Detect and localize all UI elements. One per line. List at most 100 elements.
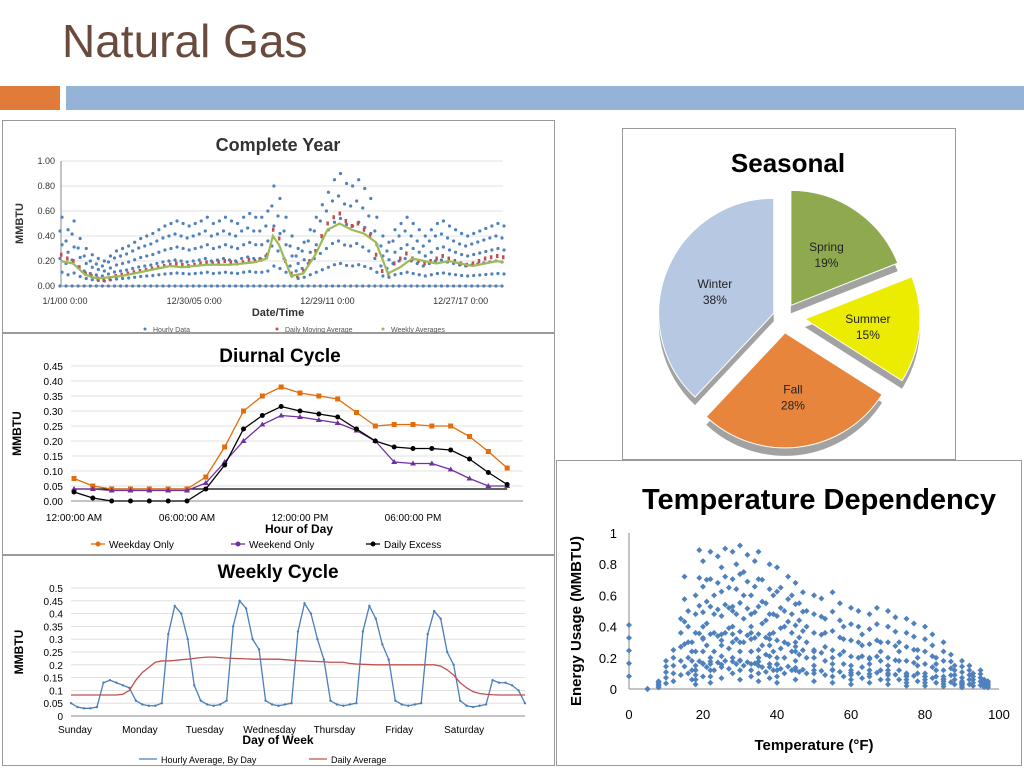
data-point bbox=[169, 271, 173, 276]
data-point bbox=[411, 271, 415, 276]
legend-label: Daily Excess bbox=[384, 540, 441, 551]
data-point bbox=[792, 643, 799, 650]
x-tick-label: Friday bbox=[385, 725, 413, 736]
data-point bbox=[270, 204, 274, 208]
data-point bbox=[58, 256, 62, 261]
data-point bbox=[144, 267, 148, 272]
data-point bbox=[922, 648, 928, 655]
data-point bbox=[885, 608, 891, 614]
data-point bbox=[294, 269, 298, 273]
data-point bbox=[247, 257, 251, 262]
data-point bbox=[197, 232, 201, 236]
data-point bbox=[90, 495, 96, 501]
data-point bbox=[885, 662, 891, 669]
data-point bbox=[259, 413, 265, 418]
data-point bbox=[233, 234, 238, 238]
data-point bbox=[922, 676, 928, 683]
y-tick-label: 0.8 bbox=[599, 557, 617, 572]
data-point bbox=[330, 241, 335, 246]
y-tick-label: 0 bbox=[610, 682, 617, 697]
data-point bbox=[379, 244, 383, 248]
data-point bbox=[145, 234, 149, 238]
data-point bbox=[792, 648, 799, 655]
data-point bbox=[229, 219, 234, 223]
data-point bbox=[102, 259, 106, 263]
data-point bbox=[803, 670, 810, 677]
data-point bbox=[910, 659, 917, 666]
data-point bbox=[435, 221, 439, 226]
y-tick-label: 0.05 bbox=[44, 699, 64, 710]
data-point bbox=[421, 284, 425, 288]
data-point bbox=[464, 244, 468, 248]
data-point bbox=[137, 246, 141, 250]
data-point bbox=[692, 629, 699, 636]
data-point bbox=[429, 259, 432, 263]
data-point bbox=[696, 602, 703, 609]
data-point bbox=[231, 625, 235, 628]
data-point bbox=[202, 480, 209, 485]
data-point bbox=[781, 623, 788, 630]
data-point bbox=[82, 284, 86, 288]
data-point bbox=[626, 647, 632, 654]
data-point bbox=[218, 703, 222, 706]
slice-value: 28% bbox=[781, 399, 805, 413]
data-point bbox=[811, 654, 817, 661]
data-point bbox=[270, 703, 274, 706]
data-point bbox=[160, 702, 163, 705]
data-point bbox=[137, 265, 141, 269]
data-point bbox=[774, 654, 780, 661]
data-point bbox=[729, 603, 736, 610]
data-point bbox=[711, 629, 718, 636]
data-point bbox=[131, 266, 135, 271]
data-point bbox=[84, 261, 88, 266]
data-point bbox=[60, 270, 64, 274]
data-point bbox=[729, 654, 736, 661]
data-point bbox=[405, 215, 409, 219]
data-point bbox=[840, 623, 847, 630]
data-point bbox=[363, 264, 367, 269]
data-point bbox=[315, 417, 322, 422]
data-point bbox=[677, 629, 684, 636]
data-point bbox=[212, 704, 215, 707]
data-point bbox=[896, 657, 903, 664]
data-point bbox=[417, 250, 421, 254]
data-point bbox=[342, 704, 345, 707]
x-tick-label: 12:00:00 AM bbox=[46, 513, 102, 524]
data-point bbox=[788, 611, 795, 618]
data-point bbox=[744, 605, 751, 612]
data-point bbox=[350, 224, 354, 228]
data-point bbox=[751, 609, 758, 616]
data-point bbox=[203, 474, 209, 480]
data-point bbox=[162, 264, 166, 268]
data-point bbox=[229, 245, 234, 249]
data-point bbox=[405, 243, 409, 247]
data-point bbox=[733, 561, 740, 568]
data-point bbox=[120, 261, 125, 266]
data-point bbox=[302, 269, 305, 273]
data-point bbox=[877, 648, 884, 655]
data-point bbox=[829, 679, 836, 686]
data-point bbox=[700, 648, 706, 655]
series-line bbox=[74, 414, 508, 492]
data-point bbox=[711, 592, 718, 599]
data-point bbox=[139, 255, 143, 260]
data-point bbox=[748, 661, 755, 668]
data-point bbox=[185, 260, 189, 264]
data-point bbox=[903, 679, 910, 686]
data-point bbox=[677, 615, 684, 622]
x-tick-label: Thursday bbox=[314, 725, 356, 736]
data-point bbox=[137, 284, 141, 288]
data-point bbox=[777, 665, 784, 672]
data-point bbox=[722, 657, 729, 664]
data-point bbox=[703, 642, 710, 649]
data-point bbox=[947, 679, 954, 686]
data-point bbox=[859, 653, 866, 660]
data-point bbox=[740, 639, 747, 646]
data-point bbox=[685, 623, 692, 630]
data-point bbox=[332, 263, 337, 267]
data-point bbox=[663, 674, 669, 681]
data-point bbox=[903, 643, 910, 650]
legend-label: Daily Average bbox=[331, 755, 386, 765]
data-point bbox=[910, 633, 917, 640]
data-point bbox=[877, 657, 884, 664]
